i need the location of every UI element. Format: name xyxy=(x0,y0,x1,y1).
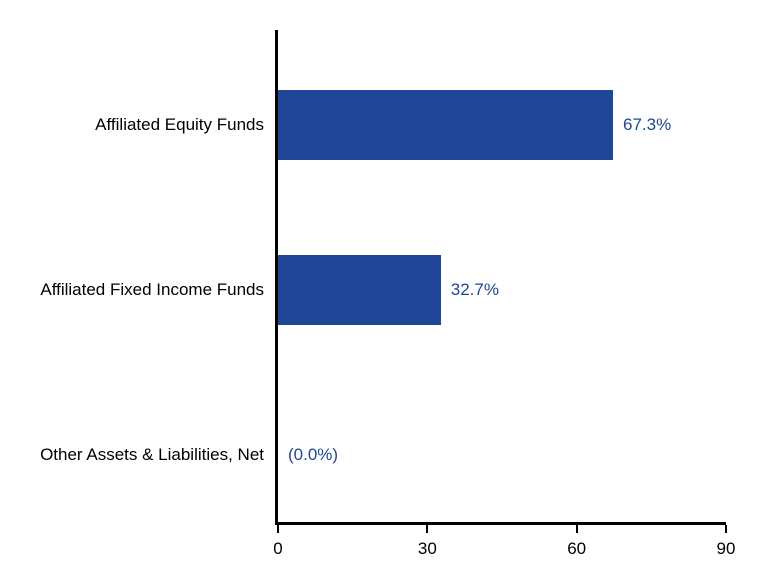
bar-value-label: (0.0%) xyxy=(288,445,338,465)
x-tick-label: 30 xyxy=(418,539,437,559)
category-label: Affiliated Equity Funds xyxy=(95,115,264,135)
bar-chart: 0 30 60 90 67.3% Affiliated Equity Funds 32.7%… xyxy=(0,0,780,588)
x-tick xyxy=(576,525,578,533)
x-tick xyxy=(277,525,279,533)
x-axis xyxy=(275,522,726,525)
bar xyxy=(278,255,441,325)
x-tick-label: 60 xyxy=(567,539,586,559)
x-tick-label: 0 xyxy=(273,539,282,559)
category-label: Affiliated Fixed Income Funds xyxy=(40,280,264,300)
x-tick xyxy=(426,525,428,533)
bar-value-label: 32.7% xyxy=(451,280,499,300)
bar xyxy=(278,90,613,160)
x-tick xyxy=(725,525,727,533)
category-label: Other Assets & Liabilities, Net xyxy=(40,445,264,465)
bar-value-label: 67.3% xyxy=(623,115,671,135)
x-tick-label: 90 xyxy=(717,539,736,559)
